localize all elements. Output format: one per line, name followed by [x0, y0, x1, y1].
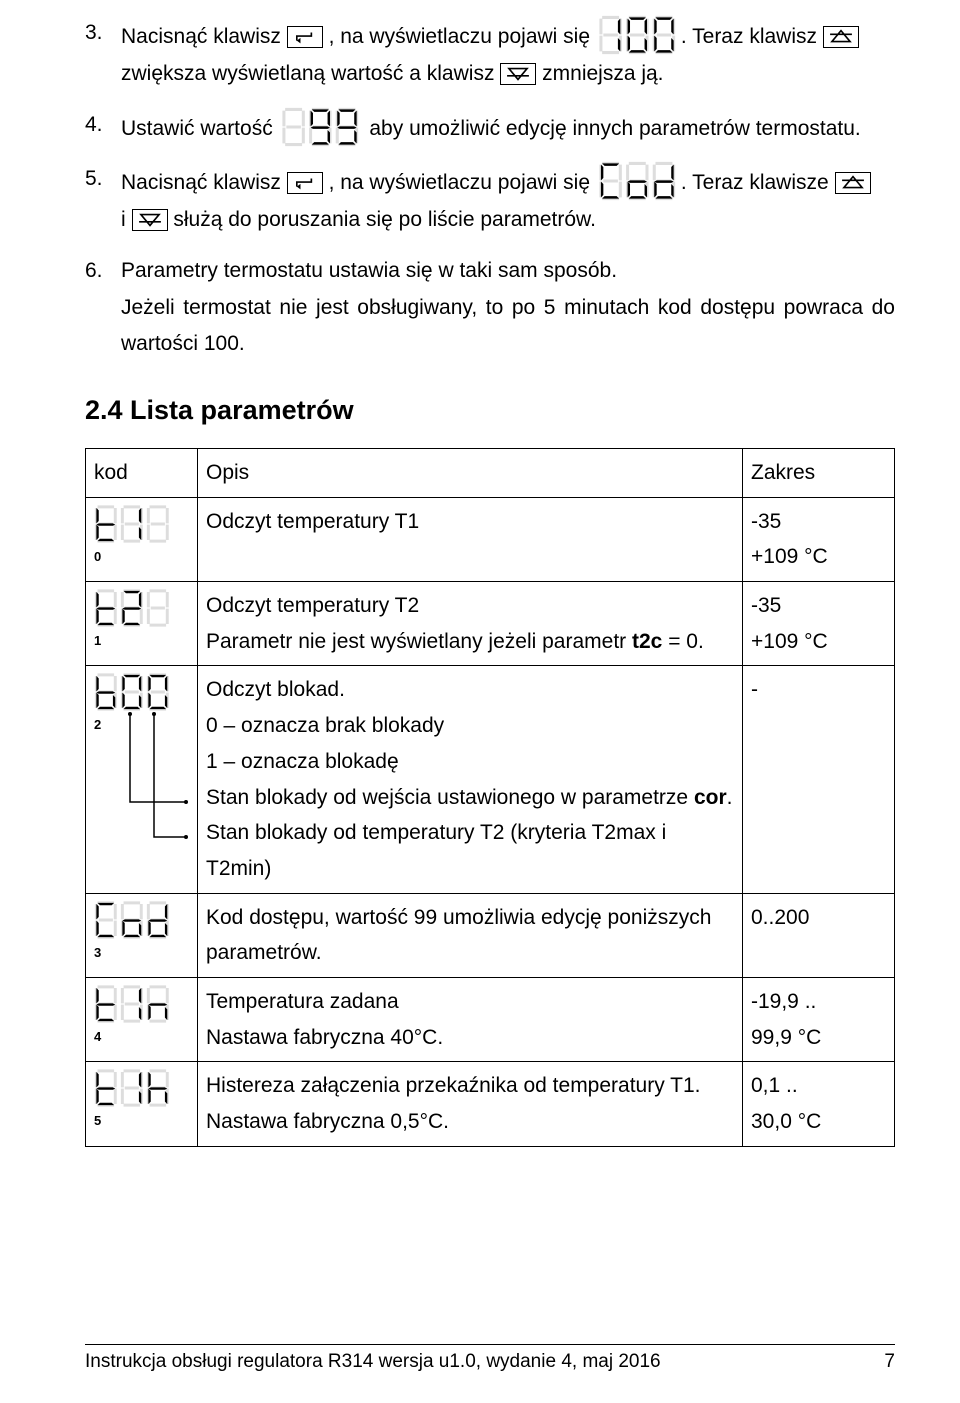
- display-tIh: [94, 1068, 172, 1108]
- display-Cod: [94, 900, 172, 940]
- text: Nacisnąć klawisz: [121, 171, 287, 194]
- text: Jeżeli termostat nie jest obsługiwany, t…: [121, 296, 895, 356]
- cell-text: Stan blokady od temperatury T2 (kryteria…: [206, 821, 666, 880]
- row-index: 4: [94, 1026, 189, 1048]
- display-tIn: [94, 984, 172, 1024]
- row-index: 3: [94, 942, 189, 964]
- step-number: 5.: [85, 161, 121, 239]
- enter-key-icon: [287, 172, 323, 194]
- table-row: 4 Temperatura zadana Nastawa fabryczna 4…: [86, 977, 895, 1061]
- cell-text: 0,1 ..: [751, 1074, 798, 1097]
- step-number: 6.: [85, 253, 121, 363]
- row-index: 1: [94, 630, 189, 652]
- text: i: [121, 208, 132, 231]
- text: zwiększa wyświetlaną wartość a klawisz: [121, 62, 500, 85]
- table-row: 3 Kod dostępu, wartość 99 umożliwia edyc…: [86, 893, 895, 977]
- step-number: 3.: [85, 15, 121, 93]
- row-index: 0: [94, 546, 189, 568]
- enter-key-icon: [287, 26, 323, 48]
- table-row: 5 Histereza załączenia przekaźnika od te…: [86, 1062, 895, 1146]
- cell-text: parametrów.: [206, 941, 322, 964]
- cell-text: Nastawa fabryczna 40°C.: [206, 1026, 443, 1049]
- cell-bold: cor: [694, 786, 727, 809]
- cell-text: 99,9 °C: [751, 1026, 821, 1049]
- display-Cod: [596, 161, 681, 201]
- footer: Instrukcja obsługi regulatora R314 wersj…: [85, 1344, 895, 1373]
- step-5: 5. Nacisnąć klawisz , na wyświetlaczu po…: [85, 161, 895, 239]
- text: . Teraz klawisz: [681, 25, 823, 48]
- cell-text: Kod dostępu, wartość 99 umożliwia edycję…: [206, 906, 711, 929]
- text: Ustawić wartość: [121, 117, 279, 140]
- page: 3. Nacisnąć klawisz , na wyświetlaczu po…: [0, 0, 960, 1403]
- cell-text: -35: [751, 510, 781, 533]
- cell-text: Temperatura zadana: [206, 990, 399, 1013]
- th-zakres: Zakres: [743, 449, 895, 498]
- section-heading: 2.4 Lista parametrów: [85, 395, 895, 426]
- footer-text: Instrukcja obsługi regulatora R314 wersj…: [85, 1351, 661, 1373]
- step-3: 3. Nacisnąć klawisz , na wyświetlaczu po…: [85, 15, 895, 93]
- display-b00: [94, 672, 172, 712]
- step-number: 4.: [85, 107, 121, 148]
- cell-text: Stan blokady od wejścia ustawionego w pa…: [206, 786, 694, 809]
- th-opis: Opis: [198, 449, 743, 498]
- table-row: 1 Odczyt temperatury T2 Parametr nie jes…: [86, 582, 895, 666]
- cell-text: Parametr nie jest wyświetlany jeżeli par…: [206, 630, 632, 653]
- text: . Teraz klawisze: [681, 171, 835, 194]
- text: zmniejsza ją.: [542, 62, 663, 85]
- up-key-icon: [823, 26, 859, 48]
- cell-text: +109 °C: [751, 545, 828, 568]
- down-key-icon: [132, 209, 168, 231]
- cell-text: +109 °C: [751, 630, 828, 653]
- text: , na wyświetlaczu pojawi się: [329, 25, 596, 48]
- cell-text: = 0.: [662, 630, 703, 653]
- cell-text: -35: [751, 594, 781, 617]
- text: Nacisnąć klawisz: [121, 25, 287, 48]
- table-row: 2 Odczyt blokad. 0 – oznacza brak blokad…: [86, 666, 895, 893]
- row-index: 5: [94, 1110, 189, 1132]
- cell-text: 1 – oznacza blokadę: [206, 750, 399, 773]
- cell-text: .: [727, 786, 733, 809]
- cell-text: 0 – oznacza brak blokady: [206, 714, 444, 737]
- footer-page: 7: [884, 1351, 895, 1373]
- down-key-icon: [500, 63, 536, 85]
- display-t2: [94, 588, 172, 628]
- text: służą do poruszania się po liście parame…: [173, 208, 596, 231]
- text: Parametry termostatu ustawia się w taki …: [121, 259, 617, 282]
- step-list: 3. Nacisnąć klawisz , na wyświetlaczu po…: [85, 15, 895, 363]
- up-key-icon: [835, 172, 871, 194]
- step-6: 6. Parametry termostatu ustawia się w ta…: [85, 253, 895, 363]
- th-kod: kod: [86, 449, 198, 498]
- cell-text: 30,0 °C: [751, 1110, 821, 1133]
- cell-text: Nastawa fabryczna 0,5°C.: [206, 1110, 449, 1133]
- display-t1: [94, 504, 172, 544]
- cell-text: Odczyt temperatury T1: [206, 510, 419, 533]
- cell-text: Histereza załączenia przekaźnika od temp…: [206, 1074, 701, 1097]
- text: aby umożliwić edycję innych parametrów t…: [369, 117, 860, 140]
- cell-text: Odczyt blokad.: [206, 678, 345, 701]
- cell-text: -19,9 ..: [751, 990, 816, 1013]
- step-4: 4. Ustawić wartość aby umożliwić edycję …: [85, 107, 895, 148]
- cell-text: -: [751, 678, 758, 701]
- cell-bold: t2c: [632, 630, 662, 653]
- text: , na wyświetlaczu pojawi się: [329, 171, 596, 194]
- display-99: [279, 107, 364, 147]
- cell-text: 0..200: [751, 906, 809, 929]
- display-100: [596, 15, 681, 55]
- arrow-icon: [148, 712, 218, 852]
- parameter-table: kod Opis Zakres 0 Odczyt temperatury T1 …: [85, 448, 895, 1147]
- cell-text: Odczyt temperatury T2: [206, 594, 419, 617]
- table-row: 0 Odczyt temperatury T1 -35 +109 °C: [86, 497, 895, 581]
